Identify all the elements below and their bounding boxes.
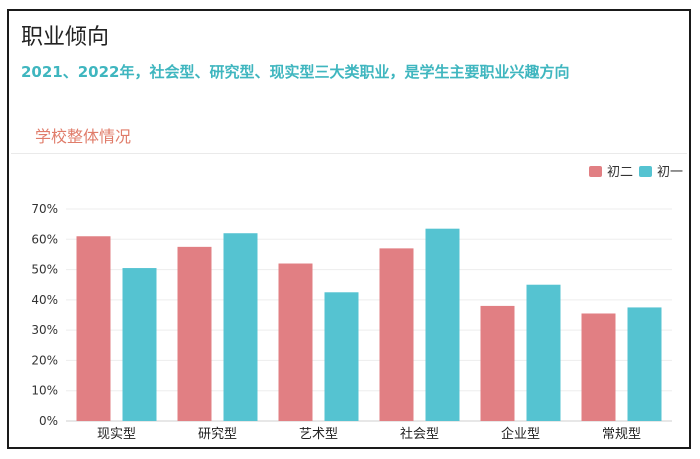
bar-series1[interactable] [278, 263, 313, 421]
page-subtitle: 2021、2022年，社会型、研究型、现实型三大类职业，是学生主要职业兴趣方向 [21, 63, 570, 81]
x-tick-label: 社会型 [400, 426, 439, 442]
y-tick-label: 0% [39, 414, 58, 428]
legend[interactable]: 初二 初一 [589, 165, 683, 180]
bar-series1[interactable] [581, 313, 616, 421]
bar-series1[interactable] [379, 248, 414, 421]
bar-series1[interactable] [480, 305, 515, 421]
bar-series2[interactable] [324, 292, 359, 421]
bar-series1[interactable] [177, 246, 212, 421]
x-tick-label: 常规型 [602, 427, 641, 442]
legend-label[interactable]: 初一 [657, 165, 683, 180]
page-title: 职业倾向 [21, 25, 110, 50]
legend-swatch[interactable] [589, 166, 602, 177]
y-tick-label: 40% [31, 293, 58, 307]
x-axis: 现实型 研究型 艺术型 社会型 企业型 常规型 [97, 426, 641, 442]
bar-series2[interactable] [223, 233, 258, 421]
y-tick-label: 70% [31, 202, 58, 216]
bar-series2[interactable] [122, 268, 157, 421]
bar-series2[interactable] [425, 228, 460, 421]
y-tick-label: 20% [31, 353, 58, 367]
bar-series2[interactable] [627, 307, 662, 421]
x-tick-label: 企业型 [501, 426, 540, 442]
x-tick-label: 现实型 [97, 427, 136, 442]
y-tick-label: 50% [31, 263, 58, 277]
y-axis: 0% 10% 20% 30% 40% 50% 60% 70% [31, 202, 58, 428]
bars [76, 228, 662, 421]
section-divider [11, 153, 687, 154]
section-title: 学校整体情况 [35, 127, 132, 146]
grid-layer [66, 208, 672, 422]
legend-swatch[interactable] [639, 166, 652, 177]
y-tick-label: 60% [31, 232, 58, 246]
y-tick-label: 10% [31, 384, 58, 398]
x-tick-label: 研究型 [198, 427, 237, 442]
bar-series2[interactable] [526, 284, 561, 421]
y-tick-label: 30% [31, 323, 58, 337]
bar-series1[interactable] [76, 236, 111, 421]
x-tick-label: 艺术型 [299, 427, 338, 442]
legend-label[interactable]: 初二 [607, 165, 633, 180]
